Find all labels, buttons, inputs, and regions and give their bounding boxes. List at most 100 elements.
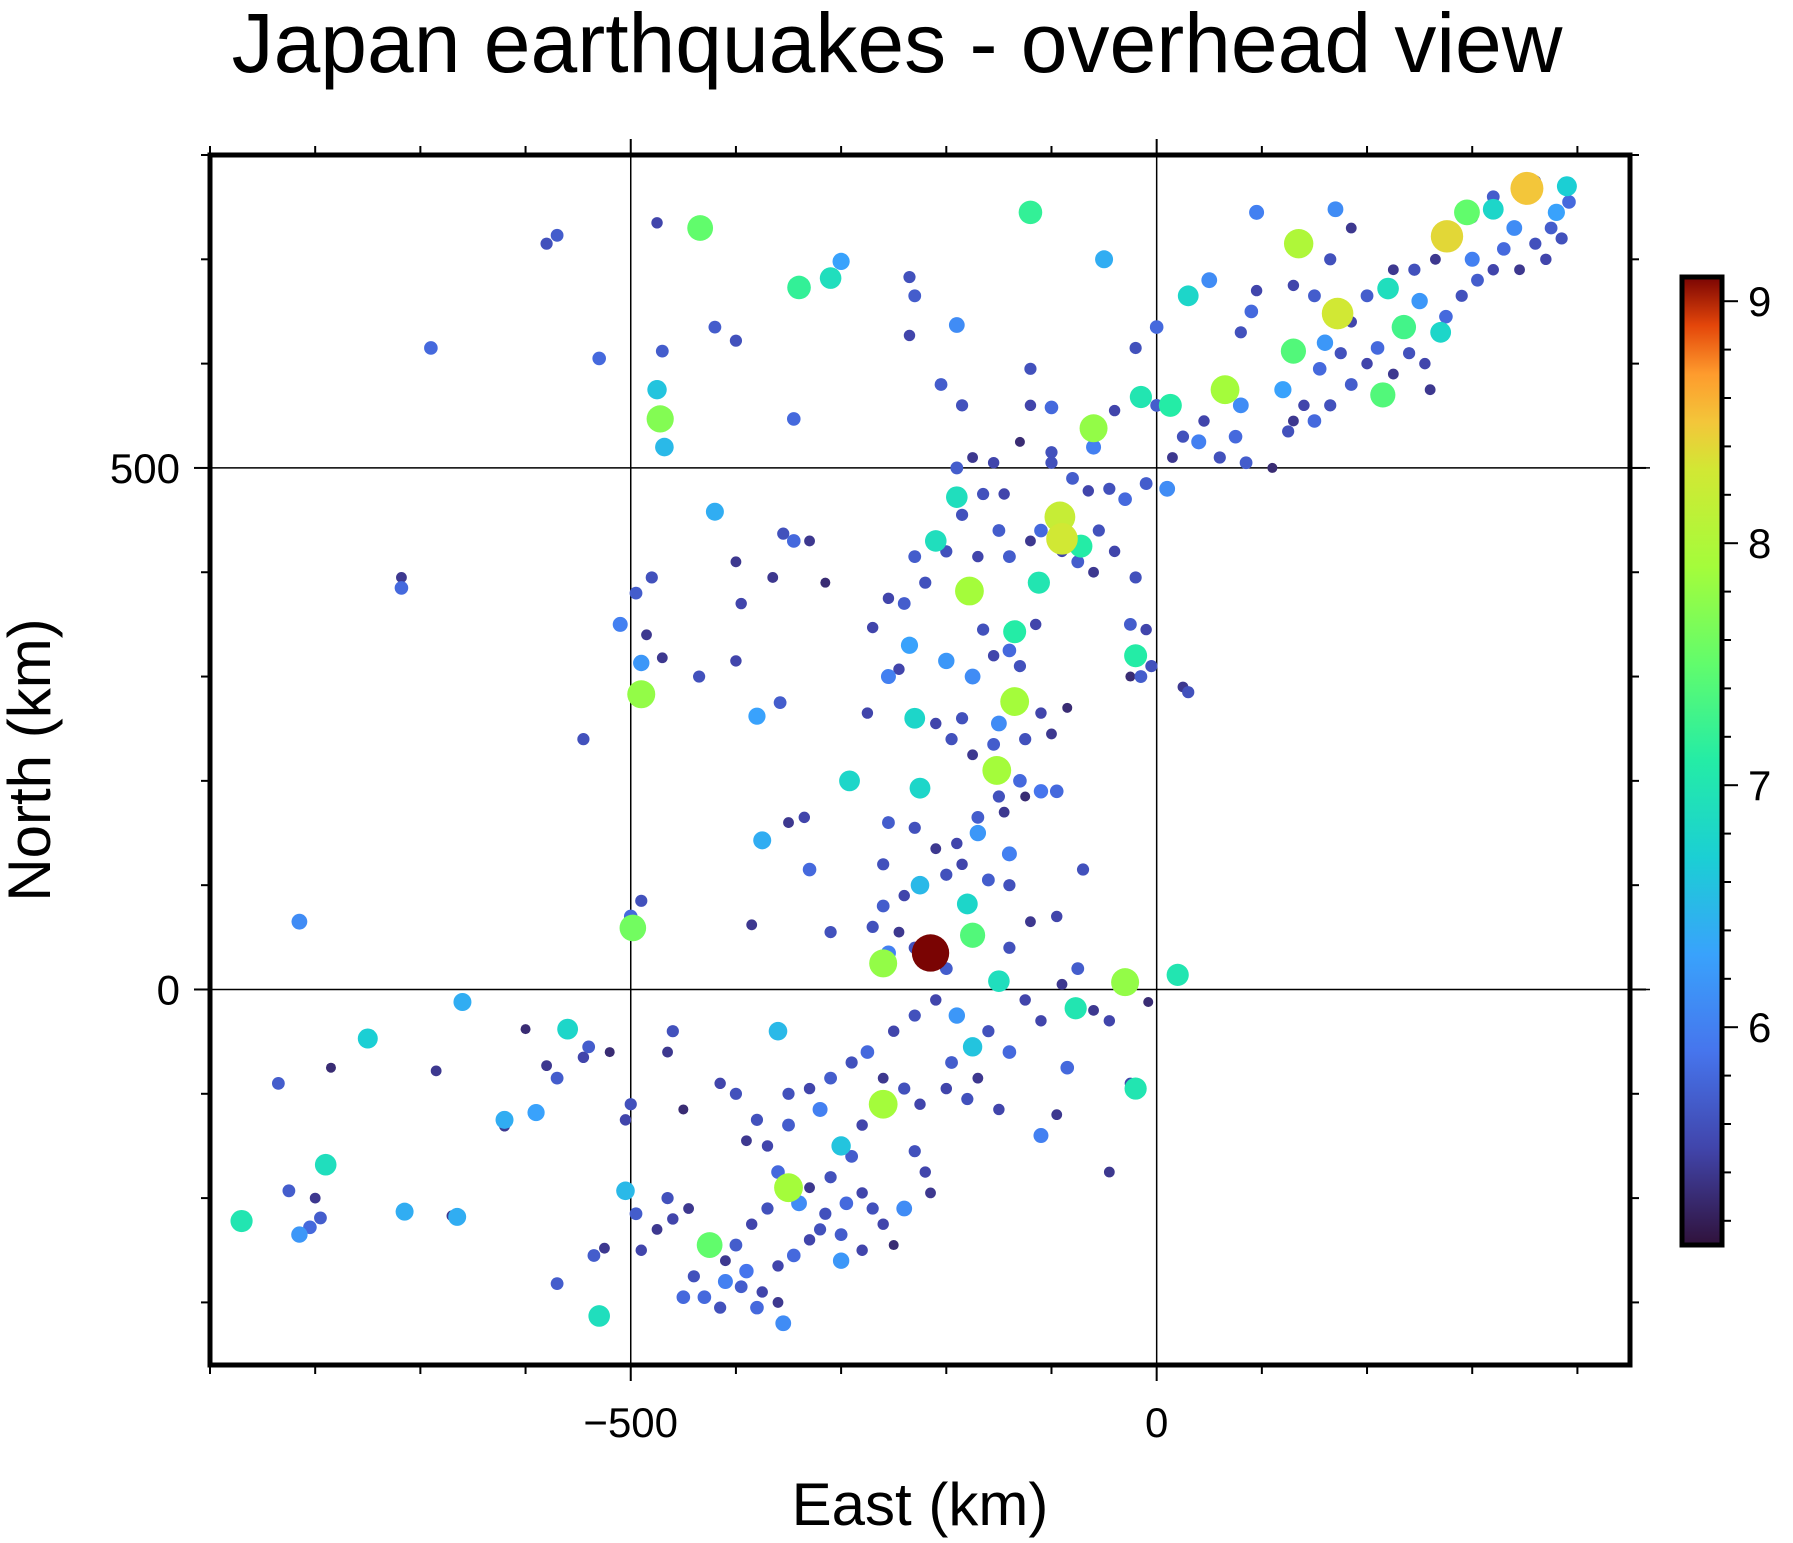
grid: [210, 155, 1650, 1365]
data-point: [1176, 430, 1190, 443]
data-point: [1287, 279, 1300, 292]
data-point: [1033, 784, 1049, 799]
colorbar-tick-label-0: 6: [1748, 1004, 1771, 1051]
data-point: [1123, 617, 1137, 631]
data-point: [714, 1301, 727, 1314]
data-point: [729, 1087, 743, 1100]
data-point: [869, 949, 898, 978]
data-point: [1143, 997, 1154, 1007]
data-point: [655, 437, 674, 457]
data-point: [1159, 480, 1176, 497]
data-point: [1125, 671, 1136, 682]
data-point: [1166, 963, 1189, 986]
data-point: [945, 733, 958, 746]
data-point: [786, 534, 801, 548]
data-point: [577, 1051, 590, 1063]
data-point: [1377, 277, 1399, 300]
data-point: [1124, 644, 1148, 668]
data-point: [1321, 297, 1354, 330]
data-point: [877, 858, 890, 871]
data-point: [395, 1202, 414, 1221]
data-point: [803, 1082, 816, 1095]
data-point: [424, 341, 438, 355]
data-point: [812, 1101, 828, 1117]
data-point: [971, 810, 985, 824]
colorbar-gradient: [1679, 274, 1725, 1248]
data-point: [1056, 978, 1068, 990]
data-point: [914, 1098, 926, 1110]
data-point: [696, 1232, 723, 1258]
data-point: [1033, 1128, 1049, 1144]
data-point: [291, 1226, 308, 1243]
data-point: [1210, 375, 1240, 405]
data-point: [314, 1153, 337, 1176]
data-point: [1308, 289, 1321, 303]
data-point: [730, 655, 742, 667]
data-point: [782, 1118, 795, 1132]
data-point: [1191, 434, 1207, 450]
data-point: [1239, 456, 1253, 470]
colorbar-tick-label-2: 8: [1748, 520, 1771, 567]
data-point: [772, 1260, 784, 1272]
data-point: [908, 550, 922, 563]
data-point: [1025, 916, 1036, 928]
data-point: [1496, 242, 1511, 256]
data-point: [956, 893, 978, 915]
data-point: [1024, 399, 1037, 412]
data-point: [903, 270, 916, 284]
data-point: [627, 680, 656, 709]
data-point: [802, 862, 817, 877]
data-point: [588, 1305, 610, 1327]
axis-ticks: [194, 139, 1646, 1381]
data-point: [1020, 791, 1031, 802]
data-point: [1092, 524, 1105, 537]
data-point: [557, 1018, 579, 1040]
data-point: [961, 1092, 974, 1106]
data-point: [1049, 784, 1064, 799]
data-point: [629, 586, 643, 600]
data-point: [647, 379, 667, 400]
data-point: [1103, 1015, 1116, 1027]
data-point: [1562, 195, 1576, 209]
data-point: [998, 806, 1010, 818]
data-point: [866, 1202, 879, 1215]
data-point: [897, 597, 911, 610]
data-point: [592, 351, 606, 366]
data-point: [1387, 264, 1399, 276]
data-point: [888, 1240, 899, 1251]
data-point: [861, 707, 874, 719]
data-point: [831, 1136, 851, 1156]
data-point: [930, 843, 942, 855]
data-point: [1228, 429, 1243, 444]
data-point: [951, 837, 963, 850]
data-point: [1454, 199, 1480, 226]
data-point: [967, 452, 978, 463]
data-point: [992, 790, 1005, 803]
data-point: [834, 1228, 848, 1242]
data-point: [1544, 221, 1558, 235]
data-point: [992, 524, 1006, 537]
data-point: [1129, 571, 1142, 584]
y-axis-label: North (km): [0, 618, 63, 901]
data-point: [720, 1255, 731, 1267]
data-point: [948, 1007, 966, 1024]
data-point: [909, 777, 931, 799]
data-point: [783, 817, 794, 828]
data-point: [893, 926, 905, 938]
data-point: [893, 663, 905, 675]
data-point: [550, 1277, 564, 1291]
data-point: [804, 1182, 815, 1194]
data-point: [645, 571, 658, 584]
data-point: [550, 228, 564, 242]
data-point: [1045, 446, 1058, 459]
data-point: [756, 1286, 768, 1298]
data-point: [946, 486, 968, 508]
data-point: [1088, 566, 1099, 578]
data-point: [495, 1110, 514, 1129]
data-point: [1003, 620, 1027, 644]
data-point: [845, 1149, 859, 1163]
data-point: [1082, 485, 1094, 497]
data-point: [1267, 462, 1278, 473]
data-point: [955, 399, 969, 412]
data-point: [1298, 399, 1310, 412]
